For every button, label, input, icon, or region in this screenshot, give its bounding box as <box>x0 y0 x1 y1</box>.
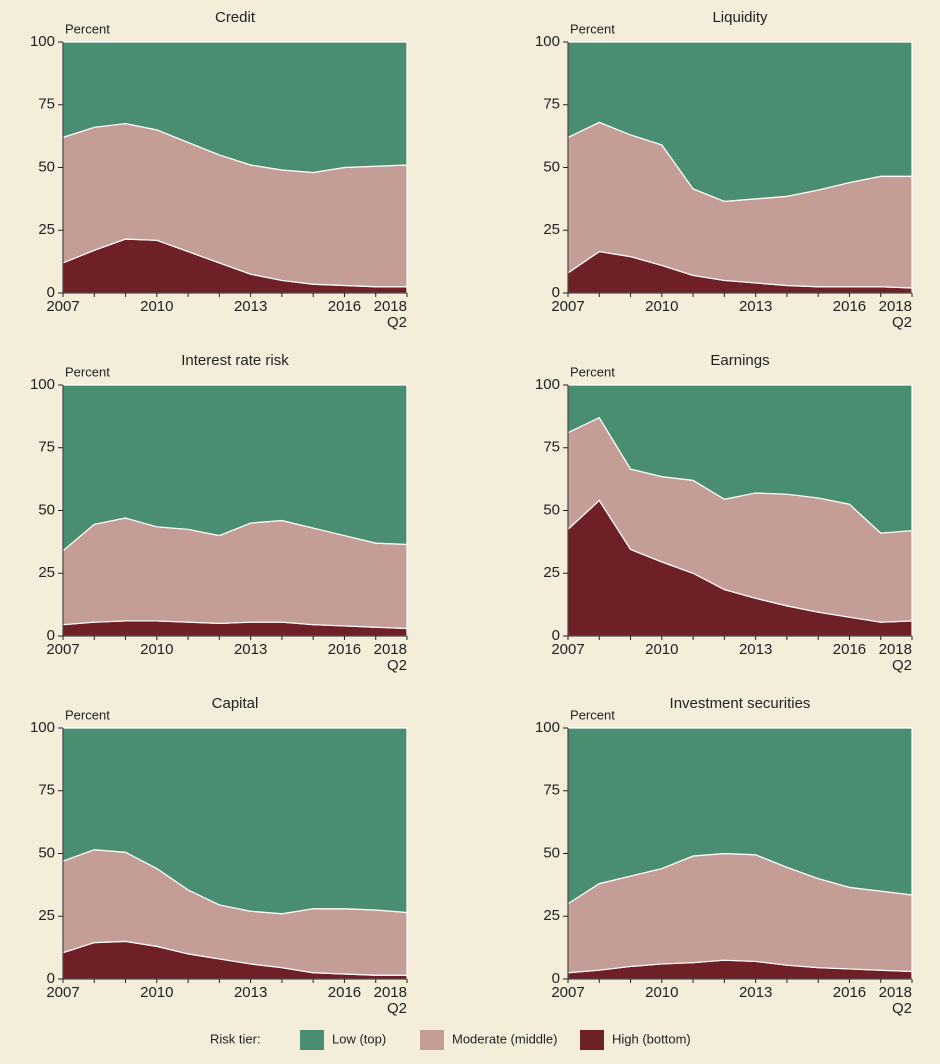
y-tick-label: 75 <box>543 439 560 456</box>
x-tick-label: 2007 <box>551 298 584 315</box>
x-tick-label: 2018 Q2 <box>879 641 912 674</box>
y-axis-label: Percent <box>65 707 110 722</box>
y-tick-label: 50 <box>543 844 560 861</box>
x-tick-label: 2013 <box>234 984 267 1001</box>
x-tick-label: 2016 <box>328 641 361 658</box>
x-tick-label: 2016 <box>328 984 361 1001</box>
chart-title: Earnings <box>710 352 769 369</box>
x-tick-label: 2007 <box>46 298 79 315</box>
y-tick-label: 25 <box>543 564 560 581</box>
y-tick-label: 75 <box>38 96 55 113</box>
y-tick-label: 0 <box>47 284 55 301</box>
x-tick-label: 2018 Q2 <box>879 984 912 1017</box>
x-tick-label: 2010 <box>140 641 173 658</box>
y-tick-label: 100 <box>535 376 560 393</box>
y-tick-label: 100 <box>535 33 560 50</box>
x-tick-label: 2013 <box>234 298 267 315</box>
y-tick-label: 100 <box>30 33 55 50</box>
x-tick-label: 2010 <box>645 984 678 1001</box>
area <box>567 384 913 534</box>
y-tick-label: 75 <box>38 439 55 456</box>
y-tick-label: 50 <box>38 844 55 861</box>
x-tick-label: 2010 <box>645 298 678 315</box>
x-tick-label: 2016 <box>328 298 361 315</box>
y-tick-label: 50 <box>543 158 560 175</box>
y-tick-label: 0 <box>552 970 560 987</box>
y-axis-label: Percent <box>570 707 615 722</box>
x-tick-label: 2007 <box>551 984 584 1001</box>
x-tick-label: 2016 <box>833 641 866 658</box>
y-tick-label: 25 <box>38 907 55 924</box>
area <box>62 727 408 915</box>
y-tick-label: 100 <box>535 719 560 736</box>
x-tick-label: 2018 Q2 <box>879 298 912 331</box>
y-tick-label: 50 <box>38 501 55 518</box>
legend-swatch <box>420 1030 444 1050</box>
chart-title: Credit <box>215 9 256 26</box>
area <box>62 41 408 174</box>
y-tick-label: 25 <box>543 907 560 924</box>
legend-swatch <box>580 1030 604 1050</box>
chart-title: Liquidity <box>712 9 768 26</box>
area <box>62 384 408 552</box>
y-axis-label: Percent <box>570 21 615 36</box>
area <box>567 727 913 905</box>
y-tick-label: 0 <box>552 284 560 301</box>
y-tick-label: 50 <box>38 158 55 175</box>
area <box>567 41 913 202</box>
legend-label: High (bottom) <box>612 1031 691 1046</box>
chart-title: Capital <box>212 695 259 712</box>
y-tick-label: 75 <box>543 782 560 799</box>
y-tick-label: 0 <box>47 627 55 644</box>
y-tick-label: 75 <box>38 782 55 799</box>
x-tick-label: 2018 Q2 <box>374 298 407 331</box>
x-tick-label: 2013 <box>234 641 267 658</box>
y-tick-label: 100 <box>30 376 55 393</box>
x-tick-label: 2010 <box>140 984 173 1001</box>
y-tick-label: 25 <box>38 221 55 238</box>
legend-label: Low (top) <box>332 1031 386 1046</box>
legend-label: Moderate (middle) <box>452 1031 558 1046</box>
x-tick-label: 2010 <box>140 298 173 315</box>
x-tick-label: 2007 <box>46 641 79 658</box>
y-tick-label: 75 <box>543 96 560 113</box>
x-tick-label: 2013 <box>739 298 772 315</box>
y-axis-label: Percent <box>570 364 615 379</box>
y-axis-label: Percent <box>65 364 110 379</box>
chart-title: Investment securities <box>670 695 811 712</box>
chart-title: Interest rate risk <box>181 352 289 369</box>
legend-title: Risk tier: <box>210 1031 261 1046</box>
x-tick-label: 2018 Q2 <box>374 641 407 674</box>
legend-swatch <box>300 1030 324 1050</box>
y-tick-label: 0 <box>552 627 560 644</box>
x-tick-label: 2010 <box>645 641 678 658</box>
y-axis-label: Percent <box>65 21 110 36</box>
y-tick-label: 25 <box>543 221 560 238</box>
x-tick-label: 2007 <box>46 984 79 1001</box>
x-tick-label: 2013 <box>739 984 772 1001</box>
x-tick-label: 2007 <box>551 641 584 658</box>
y-tick-label: 50 <box>543 501 560 518</box>
x-tick-label: 2016 <box>833 298 866 315</box>
y-tick-label: 100 <box>30 719 55 736</box>
x-tick-label: 2013 <box>739 641 772 658</box>
y-tick-label: 25 <box>38 564 55 581</box>
y-tick-label: 0 <box>47 970 55 987</box>
x-tick-label: 2016 <box>833 984 866 1001</box>
x-tick-label: 2018 Q2 <box>374 984 407 1017</box>
